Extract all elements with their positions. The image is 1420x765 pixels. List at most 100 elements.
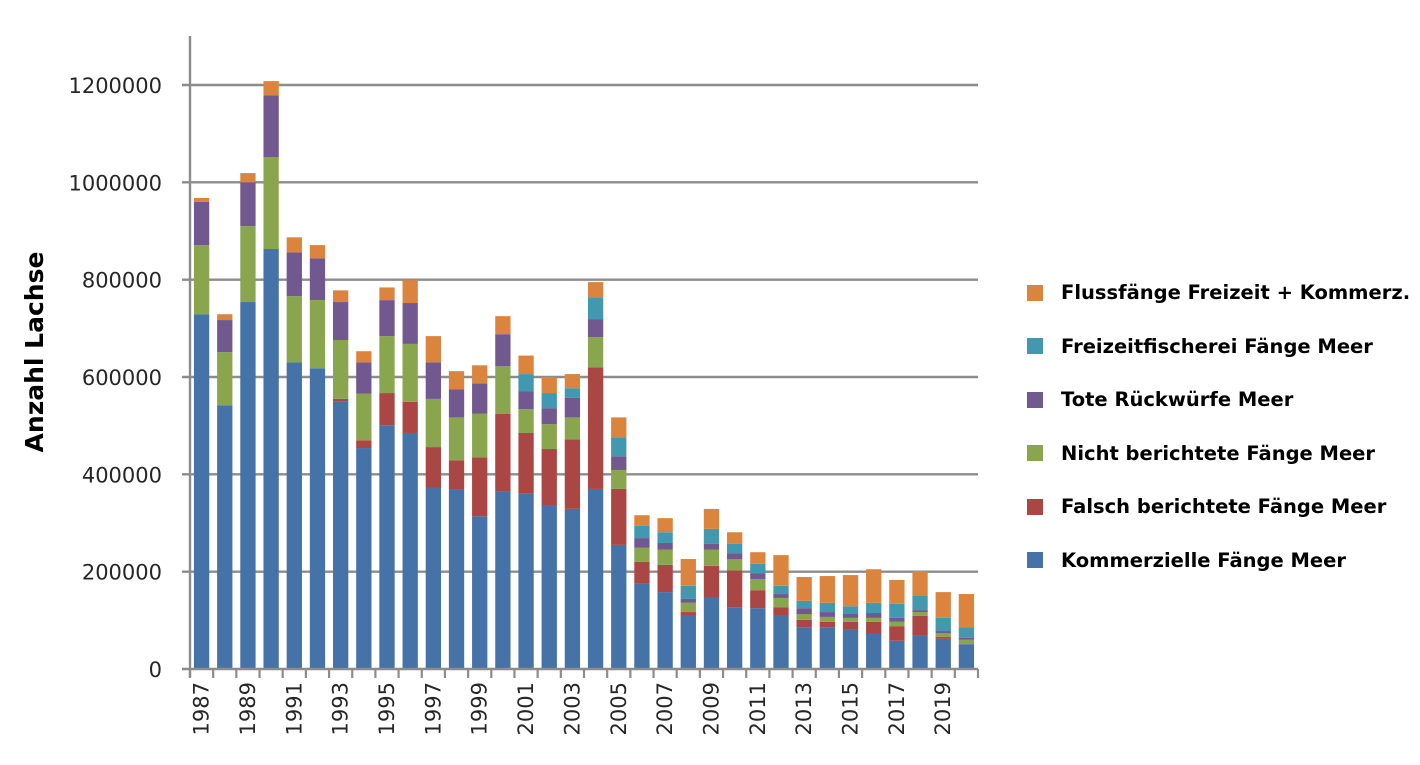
bar-segment-2003-s5 <box>564 374 581 389</box>
bar-segment-2000-s3 <box>495 334 511 367</box>
x-tick-label: 1987 <box>190 682 214 735</box>
bar-segment-1991-s0 <box>286 362 302 669</box>
bar-segment-1994-s5 <box>356 351 372 363</box>
bar-segment-1997-s3 <box>425 362 441 399</box>
bar-segment-2011-s3 <box>750 573 766 579</box>
bar-segment-1998-s2 <box>448 417 465 461</box>
legend-item: Kommerzielle Fänge Meer <box>1027 534 1417 588</box>
bar-segment-2000-s2 <box>495 366 511 414</box>
bar-stack-2015 <box>842 575 859 669</box>
bar-segment-2008-s2 <box>680 602 696 613</box>
y-axis-label: Anzahl Lachse <box>20 252 49 453</box>
bar-segment-2020-s3 <box>958 637 975 640</box>
bar-segment-2017-s3 <box>889 617 905 622</box>
bar-segment-1993-s1 <box>333 398 349 402</box>
bar-segment-1995-s0 <box>379 425 395 669</box>
bar-segment-1992-s0 <box>309 368 326 669</box>
bar-stack-2010 <box>727 532 743 669</box>
bar-segment-2001-s4 <box>518 374 534 392</box>
bar-segment-2011-s4 <box>750 563 766 574</box>
x-tick-label: 2017 <box>885 682 909 735</box>
bar-stack-2006 <box>634 515 650 669</box>
y-tick-label: 800000 <box>82 269 162 293</box>
bar-segment-2013-s5 <box>796 577 812 601</box>
bar-segment-2005-s2 <box>611 469 627 489</box>
bar-stack-2016 <box>866 569 882 669</box>
bar-segment-2007-s2 <box>657 549 673 565</box>
bar-segment-1999-s5 <box>472 365 488 384</box>
bar-segment-1997-s0 <box>425 487 441 669</box>
bar-segment-2003-s3 <box>564 397 581 418</box>
bar-segment-2005-s3 <box>611 456 627 470</box>
bar-segment-2006-s4 <box>634 525 650 539</box>
bar-segment-2019-s4 <box>935 617 951 632</box>
bar-segment-1988-s2 <box>217 352 233 406</box>
bar-stack-2012 <box>773 555 789 669</box>
bar-segment-1998-s1 <box>448 460 465 490</box>
y-tick-label: 600000 <box>82 366 162 390</box>
legend-item: Falsch berichtete Fänge Meer <box>1027 480 1417 534</box>
bar-segment-1993-s5 <box>333 290 349 303</box>
bar-segment-1993-s0 <box>333 401 349 669</box>
x-tick-label: 2009 <box>700 682 724 735</box>
bar-segment-2010-s1 <box>727 570 743 608</box>
bar-segment-1992-s5 <box>309 245 326 259</box>
bar-segment-1994-s2 <box>356 393 372 441</box>
bar-segment-2000-s5 <box>495 316 511 335</box>
bar-stack-1998 <box>448 371 465 669</box>
bar-segment-1998-s0 <box>448 489 465 669</box>
y-tick-label: 1000000 <box>68 171 162 195</box>
bar-segment-2009-s5 <box>703 508 720 529</box>
bar-segment-1987-s2 <box>193 245 210 315</box>
x-tick-label: 1999 <box>468 682 492 735</box>
bar-segment-2018-s2 <box>912 612 928 616</box>
bar-segment-2015-s5 <box>842 575 859 607</box>
bar-segment-2019-s5 <box>935 592 951 618</box>
legend-swatch <box>1027 498 1043 515</box>
bar-stack-1987 <box>193 197 210 669</box>
bar-segment-2011-s0 <box>750 608 766 669</box>
bar-segment-2013-s2 <box>796 614 812 620</box>
bar-stack-2017 <box>889 579 905 669</box>
legend-swatch <box>1027 445 1043 462</box>
bar-segment-2019-s1 <box>935 636 951 639</box>
x-tick-label: 2005 <box>607 682 631 735</box>
bar-segment-1999-s0 <box>472 516 488 669</box>
bar-segment-2008-s4 <box>680 585 696 599</box>
bar-stack-2004 <box>587 282 604 669</box>
x-tick-label: 2011 <box>746 682 770 735</box>
bar-segment-2019-s2 <box>935 632 951 637</box>
legend-label: Tote Rückwürfe Meer <box>1061 388 1294 412</box>
bar-segment-1991-s2 <box>286 296 302 363</box>
bar-segment-1996-s5 <box>402 280 418 304</box>
bar-segment-2020-s5 <box>958 594 975 628</box>
bar-segment-2004-s2 <box>587 337 604 368</box>
bar-segment-2007-s4 <box>657 532 673 543</box>
bar-segment-2019-s0 <box>935 638 951 669</box>
bar-stack-2019 <box>935 592 951 669</box>
x-tick-label: 2003 <box>560 682 584 735</box>
y-tick-label: 0 <box>149 658 162 682</box>
legend-label: Flussfänge Freizeit + Kommerz. <box>1061 281 1411 305</box>
bar-segment-2007-s1 <box>657 564 673 593</box>
bar-segment-1999-s2 <box>472 413 488 458</box>
bar-segment-2006-s5 <box>634 515 650 526</box>
bar-segment-2010-s5 <box>727 532 743 544</box>
bar-segment-2004-s4 <box>587 297 604 320</box>
bar-segment-2012-s4 <box>773 585 789 595</box>
bar-segment-2017-s5 <box>889 579 905 604</box>
bar-segment-2013-s3 <box>796 608 812 615</box>
bar-stack-2007 <box>657 518 673 669</box>
bar-stack-2009 <box>703 508 720 669</box>
bar-segment-2001-s5 <box>518 355 534 375</box>
bar-segment-1991-s5 <box>286 237 302 253</box>
legend-label: Nicht berichtete Fänge Meer <box>1061 441 1376 465</box>
bar-segment-2010-s3 <box>727 553 743 560</box>
bar-segment-2011-s5 <box>750 552 766 564</box>
bar-segment-1997-s1 <box>425 447 441 488</box>
bar-segment-2016-s5 <box>866 569 882 603</box>
bar-segment-2010-s4 <box>727 543 743 554</box>
bar-stack-1989 <box>240 173 256 669</box>
bar-segment-1995-s1 <box>379 393 395 426</box>
x-tick-label: 2007 <box>653 682 677 735</box>
